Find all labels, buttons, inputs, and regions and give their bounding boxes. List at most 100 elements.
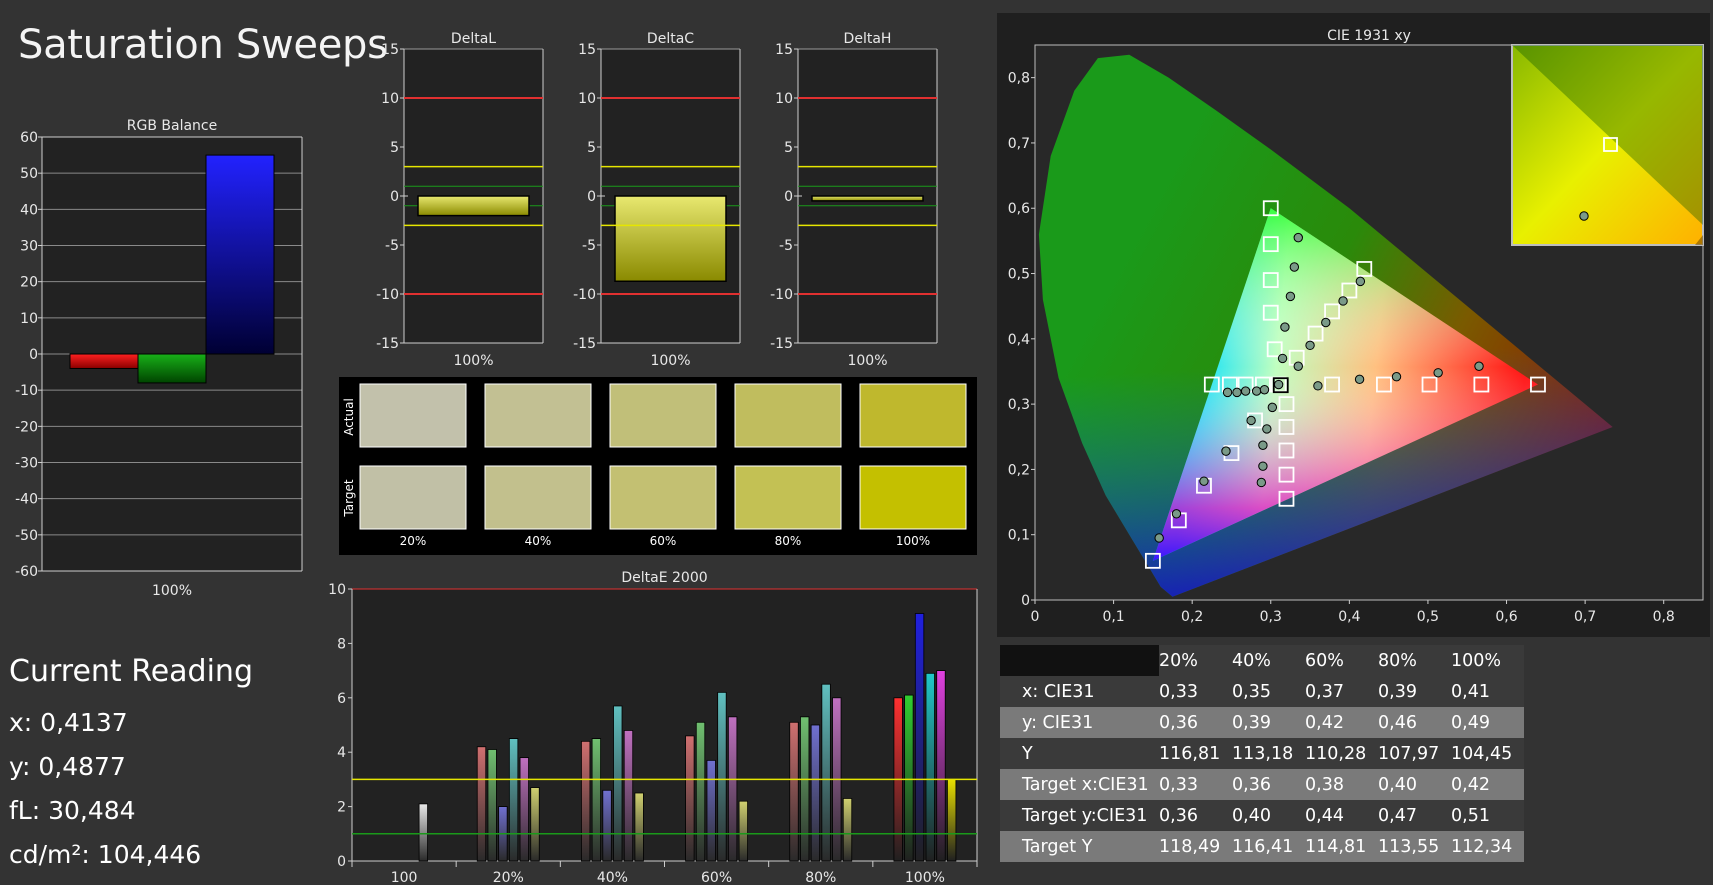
measured-point [1355, 276, 1366, 287]
y-tick-label: 5 [784, 140, 793, 156]
table-cell: 112,34 [1451, 831, 1524, 862]
measured-point [1338, 296, 1348, 306]
table-row-label: y: CIE31 [1000, 707, 1159, 738]
target-swatch [484, 465, 592, 530]
delta-e-bar [613, 705, 623, 862]
y-tick-label: 0 [587, 189, 596, 205]
y-tick-label: 6 [337, 691, 346, 707]
current-reading-y: y: 0,4877 [9, 752, 126, 781]
y-tick-label: 30 [20, 239, 38, 255]
x-tick-label: 80% [805, 870, 836, 885]
delta-e-bar [591, 738, 602, 862]
table-header-cell: 80% [1378, 645, 1451, 676]
target-marker [1341, 282, 1358, 299]
target-marker [1278, 419, 1295, 435]
delta-c-chart: DeltaC -15 -10 -5 0 5 10 15 100% [573, 31, 741, 369]
delta-bar [614, 195, 727, 283]
table-row: Target Y 118,49 116,41 114,81 113,55 112… [1000, 831, 1524, 862]
delta-e-bar [476, 746, 487, 862]
y-tick-label: -40 [15, 492, 38, 508]
y-tick-label: 0,1 [1008, 528, 1030, 544]
y-tick-label: 0 [29, 347, 38, 363]
target-marker [1421, 376, 1438, 393]
table-row: y: CIE31 0,36 0,39 0,42 0,46 0,49 [1000, 707, 1524, 738]
measurement-table: 20% 40% 60% 80% 100% x: CIE31 0,33 0,35 … [1000, 645, 1528, 862]
row-label-target: Target [342, 479, 356, 517]
measured-point [1293, 232, 1303, 243]
delta-e-bar [936, 670, 946, 862]
table-cell: 0,51 [1451, 800, 1524, 831]
delta-e-bar [914, 613, 925, 862]
actual-swatch [484, 383, 592, 448]
y-tick-label: 0,6 [1008, 201, 1030, 217]
chart-title: DeltaE 2000 [621, 570, 707, 586]
row-label-actual: Actual [342, 398, 356, 436]
x-tick-label: 20% [493, 870, 524, 885]
table-cell: 0,42 [1451, 769, 1524, 800]
measured-point [1240, 386, 1251, 396]
y-tick-label: 0 [337, 854, 346, 870]
chart-title: RGB Balance [127, 118, 217, 134]
table-header-cell: 60% [1305, 645, 1378, 676]
table-row: Target y:CIE31 0,36 0,40 0,44 0,47 0,51 [1000, 800, 1524, 831]
page-title: Saturation Sweeps [18, 22, 388, 68]
table-cell: 0,36 [1159, 800, 1232, 831]
table-cell: 118,49 [1159, 831, 1232, 862]
actual-swatch [359, 383, 467, 448]
x-tick-label: 100 [391, 870, 418, 885]
y-tick-label: 0,7 [1008, 136, 1030, 152]
table-row-label: Y [1000, 738, 1159, 769]
measured-point [1251, 386, 1262, 396]
measured-point [1232, 387, 1242, 398]
table-row-label: x: CIE31 [1000, 676, 1159, 707]
measured-point [1277, 353, 1288, 364]
y-tick-label: -30 [15, 456, 38, 472]
measured-point [1313, 381, 1323, 391]
y-tick-label: 0,5 [1008, 267, 1030, 283]
delta-e-bar [842, 798, 853, 862]
delta-bar [417, 195, 530, 217]
y-tick-label: -50 [15, 528, 38, 544]
table-header-cell: 20% [1159, 645, 1232, 676]
measured-point [1258, 461, 1268, 471]
measured-point [1474, 361, 1484, 371]
chart-title: DeltaL [451, 31, 496, 47]
y-tick-label: 0,4 [1008, 332, 1030, 348]
table-cell: 0,33 [1159, 676, 1232, 707]
delta-e-bar [800, 716, 810, 862]
delta-e-bar [810, 724, 821, 862]
y-tick-label: 0,3 [1008, 397, 1030, 413]
delta-e-bar [519, 757, 529, 862]
swatch-label: 60% [650, 534, 677, 548]
delta-e-bar [623, 730, 634, 862]
measured-point [1285, 291, 1296, 302]
measured-point [1262, 424, 1272, 434]
y-tick-label: -5 [582, 238, 596, 254]
table-cell: 0,38 [1305, 769, 1378, 800]
delta-e-bar [738, 800, 748, 862]
measured-point [1273, 379, 1284, 390]
target-swatch [859, 465, 967, 530]
y-tick-label: -60 [15, 564, 38, 580]
swatch-label: 100% [896, 534, 930, 548]
swatch-label: 40% [525, 534, 552, 548]
x-tick-label: 60% [701, 870, 732, 885]
delta-h-chart: DeltaH -15 -10 -5 0 5 10 15 100% [770, 31, 938, 369]
y-tick-label: 10 [578, 91, 596, 107]
table-cell: 0,36 [1159, 707, 1232, 738]
y-tick-label: -10 [376, 287, 399, 303]
table-cell: 113,18 [1232, 738, 1305, 769]
y-tick-label: 0 [1021, 593, 1030, 609]
target-marker [1278, 466, 1295, 483]
y-tick-label: 5 [390, 140, 399, 156]
measured-point [1171, 509, 1182, 519]
table-cell: 110,28 [1305, 738, 1378, 769]
table-corner [1000, 645, 1159, 676]
table-row-label: Target Y [1000, 831, 1159, 862]
table-header-cell: 40% [1232, 645, 1305, 676]
target-swatch [609, 465, 717, 530]
x-tick-label: 100% [152, 583, 192, 599]
delta-e-bar [581, 740, 591, 862]
table-cell: 0,44 [1305, 800, 1378, 831]
inset-target-marker [1603, 137, 1618, 152]
